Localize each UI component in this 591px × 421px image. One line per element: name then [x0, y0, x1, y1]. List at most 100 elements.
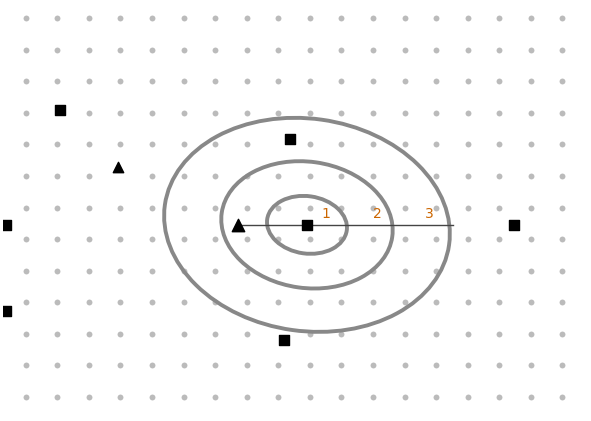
Point: [210, 362, 220, 369]
Point: [526, 173, 535, 179]
Point: [274, 109, 283, 116]
Point: [242, 362, 251, 369]
Point: [368, 267, 378, 274]
Point: [274, 173, 283, 179]
Point: [305, 330, 314, 337]
Point: [116, 109, 125, 116]
Point: [431, 236, 441, 242]
Point: [21, 109, 31, 116]
Point: [84, 109, 93, 116]
Point: [1, 221, 11, 228]
Point: [305, 78, 314, 85]
Point: [147, 46, 157, 53]
Point: [116, 267, 125, 274]
Point: [179, 141, 189, 148]
Point: [84, 267, 93, 274]
Point: [337, 299, 346, 306]
Point: [431, 46, 441, 53]
Point: [305, 299, 314, 306]
Point: [495, 267, 504, 274]
Point: [305, 141, 314, 148]
Point: [179, 362, 189, 369]
Point: [21, 173, 31, 179]
Point: [116, 330, 125, 337]
Point: [463, 394, 472, 400]
Point: [400, 173, 410, 179]
Point: [210, 330, 220, 337]
Point: [84, 46, 93, 53]
Point: [431, 78, 441, 85]
Point: [53, 141, 62, 148]
Point: [400, 330, 410, 337]
Point: [113, 164, 122, 171]
Point: [147, 78, 157, 85]
Point: [116, 204, 125, 211]
Point: [305, 394, 314, 400]
Point: [431, 141, 441, 148]
Point: [558, 299, 567, 306]
Point: [526, 141, 535, 148]
Point: [84, 15, 93, 21]
Point: [21, 267, 31, 274]
Point: [147, 236, 157, 242]
Point: [431, 109, 441, 116]
Point: [431, 299, 441, 306]
Point: [179, 204, 189, 211]
Point: [274, 78, 283, 85]
Point: [526, 236, 535, 242]
Point: [274, 204, 283, 211]
Point: [526, 46, 535, 53]
Point: [147, 141, 157, 148]
Point: [368, 362, 378, 369]
Point: [495, 204, 504, 211]
Point: [147, 204, 157, 211]
Point: [400, 394, 410, 400]
Point: [274, 299, 283, 306]
Point: [431, 173, 441, 179]
Point: [242, 15, 251, 21]
Text: 2: 2: [373, 207, 382, 221]
Point: [558, 204, 567, 211]
Point: [337, 330, 346, 337]
Point: [116, 299, 125, 306]
Point: [147, 299, 157, 306]
Point: [274, 236, 283, 242]
Text: 3: 3: [425, 207, 433, 221]
Point: [274, 394, 283, 400]
Point: [21, 141, 31, 148]
Point: [431, 204, 441, 211]
Point: [558, 15, 567, 21]
Point: [337, 109, 346, 116]
Point: [21, 236, 31, 242]
Point: [368, 173, 378, 179]
Point: [210, 173, 220, 179]
Point: [242, 299, 251, 306]
Point: [210, 394, 220, 400]
Point: [179, 173, 189, 179]
Point: [558, 173, 567, 179]
Point: [242, 330, 251, 337]
Point: [210, 236, 220, 242]
Point: [84, 236, 93, 242]
Point: [84, 141, 93, 148]
Point: [179, 330, 189, 337]
Point: [84, 204, 93, 211]
Point: [53, 362, 62, 369]
Point: [337, 141, 346, 148]
Point: [179, 299, 189, 306]
Point: [368, 204, 378, 211]
Point: [147, 362, 157, 369]
Point: [495, 15, 504, 21]
Point: [274, 362, 283, 369]
Point: [147, 109, 157, 116]
Point: [147, 267, 157, 274]
Point: [302, 221, 311, 228]
Point: [21, 78, 31, 85]
Point: [242, 141, 251, 148]
Point: [400, 109, 410, 116]
Point: [210, 15, 220, 21]
Point: [337, 204, 346, 211]
Point: [463, 46, 472, 53]
Point: [337, 267, 346, 274]
Point: [210, 267, 220, 274]
